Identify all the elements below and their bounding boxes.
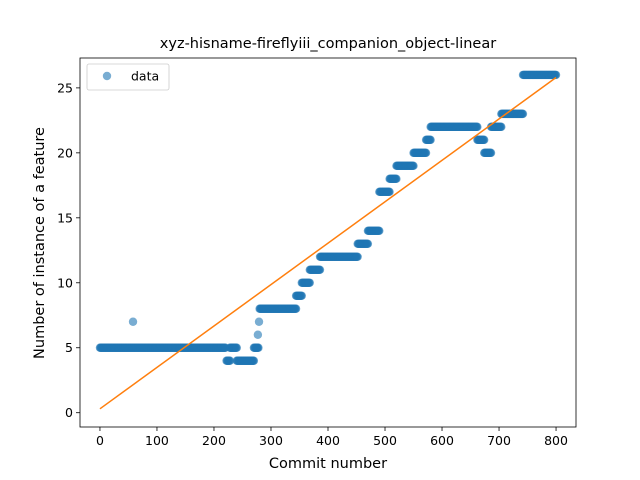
legend: data [86, 63, 170, 91]
x-tick-label: 400 [316, 433, 340, 448]
data-point [252, 343, 261, 352]
data-point [480, 135, 489, 145]
data-point [375, 226, 384, 236]
data-point [363, 239, 373, 248]
x-tick-label: 200 [202, 433, 226, 448]
data-point [385, 187, 394, 197]
y-tick-label: 0 [65, 405, 73, 420]
x-tick-label: 0 [96, 433, 104, 448]
chart-title: xyz-hisname-fireflyiii_companion_object-… [160, 36, 496, 52]
data-point [305, 278, 314, 287]
legend-marker [102, 71, 112, 81]
y-tick-label: 20 [57, 145, 73, 160]
y-tick-label: 15 [57, 210, 73, 225]
data-point [497, 122, 506, 132]
data-point [426, 135, 435, 145]
data-point [232, 343, 241, 352]
data-point [392, 174, 401, 184]
data-point [353, 252, 362, 261]
y-tick-label: 25 [57, 80, 73, 95]
plot-area [95, 70, 561, 410]
data-point [421, 148, 431, 158]
x-tick-label: 700 [487, 433, 511, 448]
fit-line [99, 76, 557, 410]
x-tick-label: 100 [145, 433, 169, 448]
data-point [518, 109, 528, 119]
x-tick-label: 800 [544, 433, 568, 448]
data-point [297, 291, 306, 300]
y-tick-label: 5 [65, 340, 73, 355]
x-tick-label: 600 [430, 433, 454, 448]
data-point [315, 265, 325, 274]
data-point [254, 317, 264, 326]
axes: 0 100 200 300 400 500 600 700 800 0 5 10 15 20 25 [57, 57, 577, 448]
y-tick-label: 10 [57, 275, 73, 290]
x-axis-label: Commit number [269, 456, 387, 472]
data-point [409, 161, 418, 171]
x-tick-label: 500 [373, 433, 397, 448]
data-point [291, 304, 301, 313]
data-point [225, 356, 235, 365]
data-point [473, 122, 482, 132]
data-point [486, 148, 496, 158]
data-point [128, 317, 138, 326]
legend-box [86, 63, 170, 91]
legend-label: data [131, 69, 159, 84]
x-tick-label: 300 [259, 433, 283, 448]
data-point [253, 330, 263, 339]
data-point [551, 70, 561, 80]
data-point [249, 356, 259, 365]
y-axis-label: Number of instance of a feature [32, 127, 48, 359]
